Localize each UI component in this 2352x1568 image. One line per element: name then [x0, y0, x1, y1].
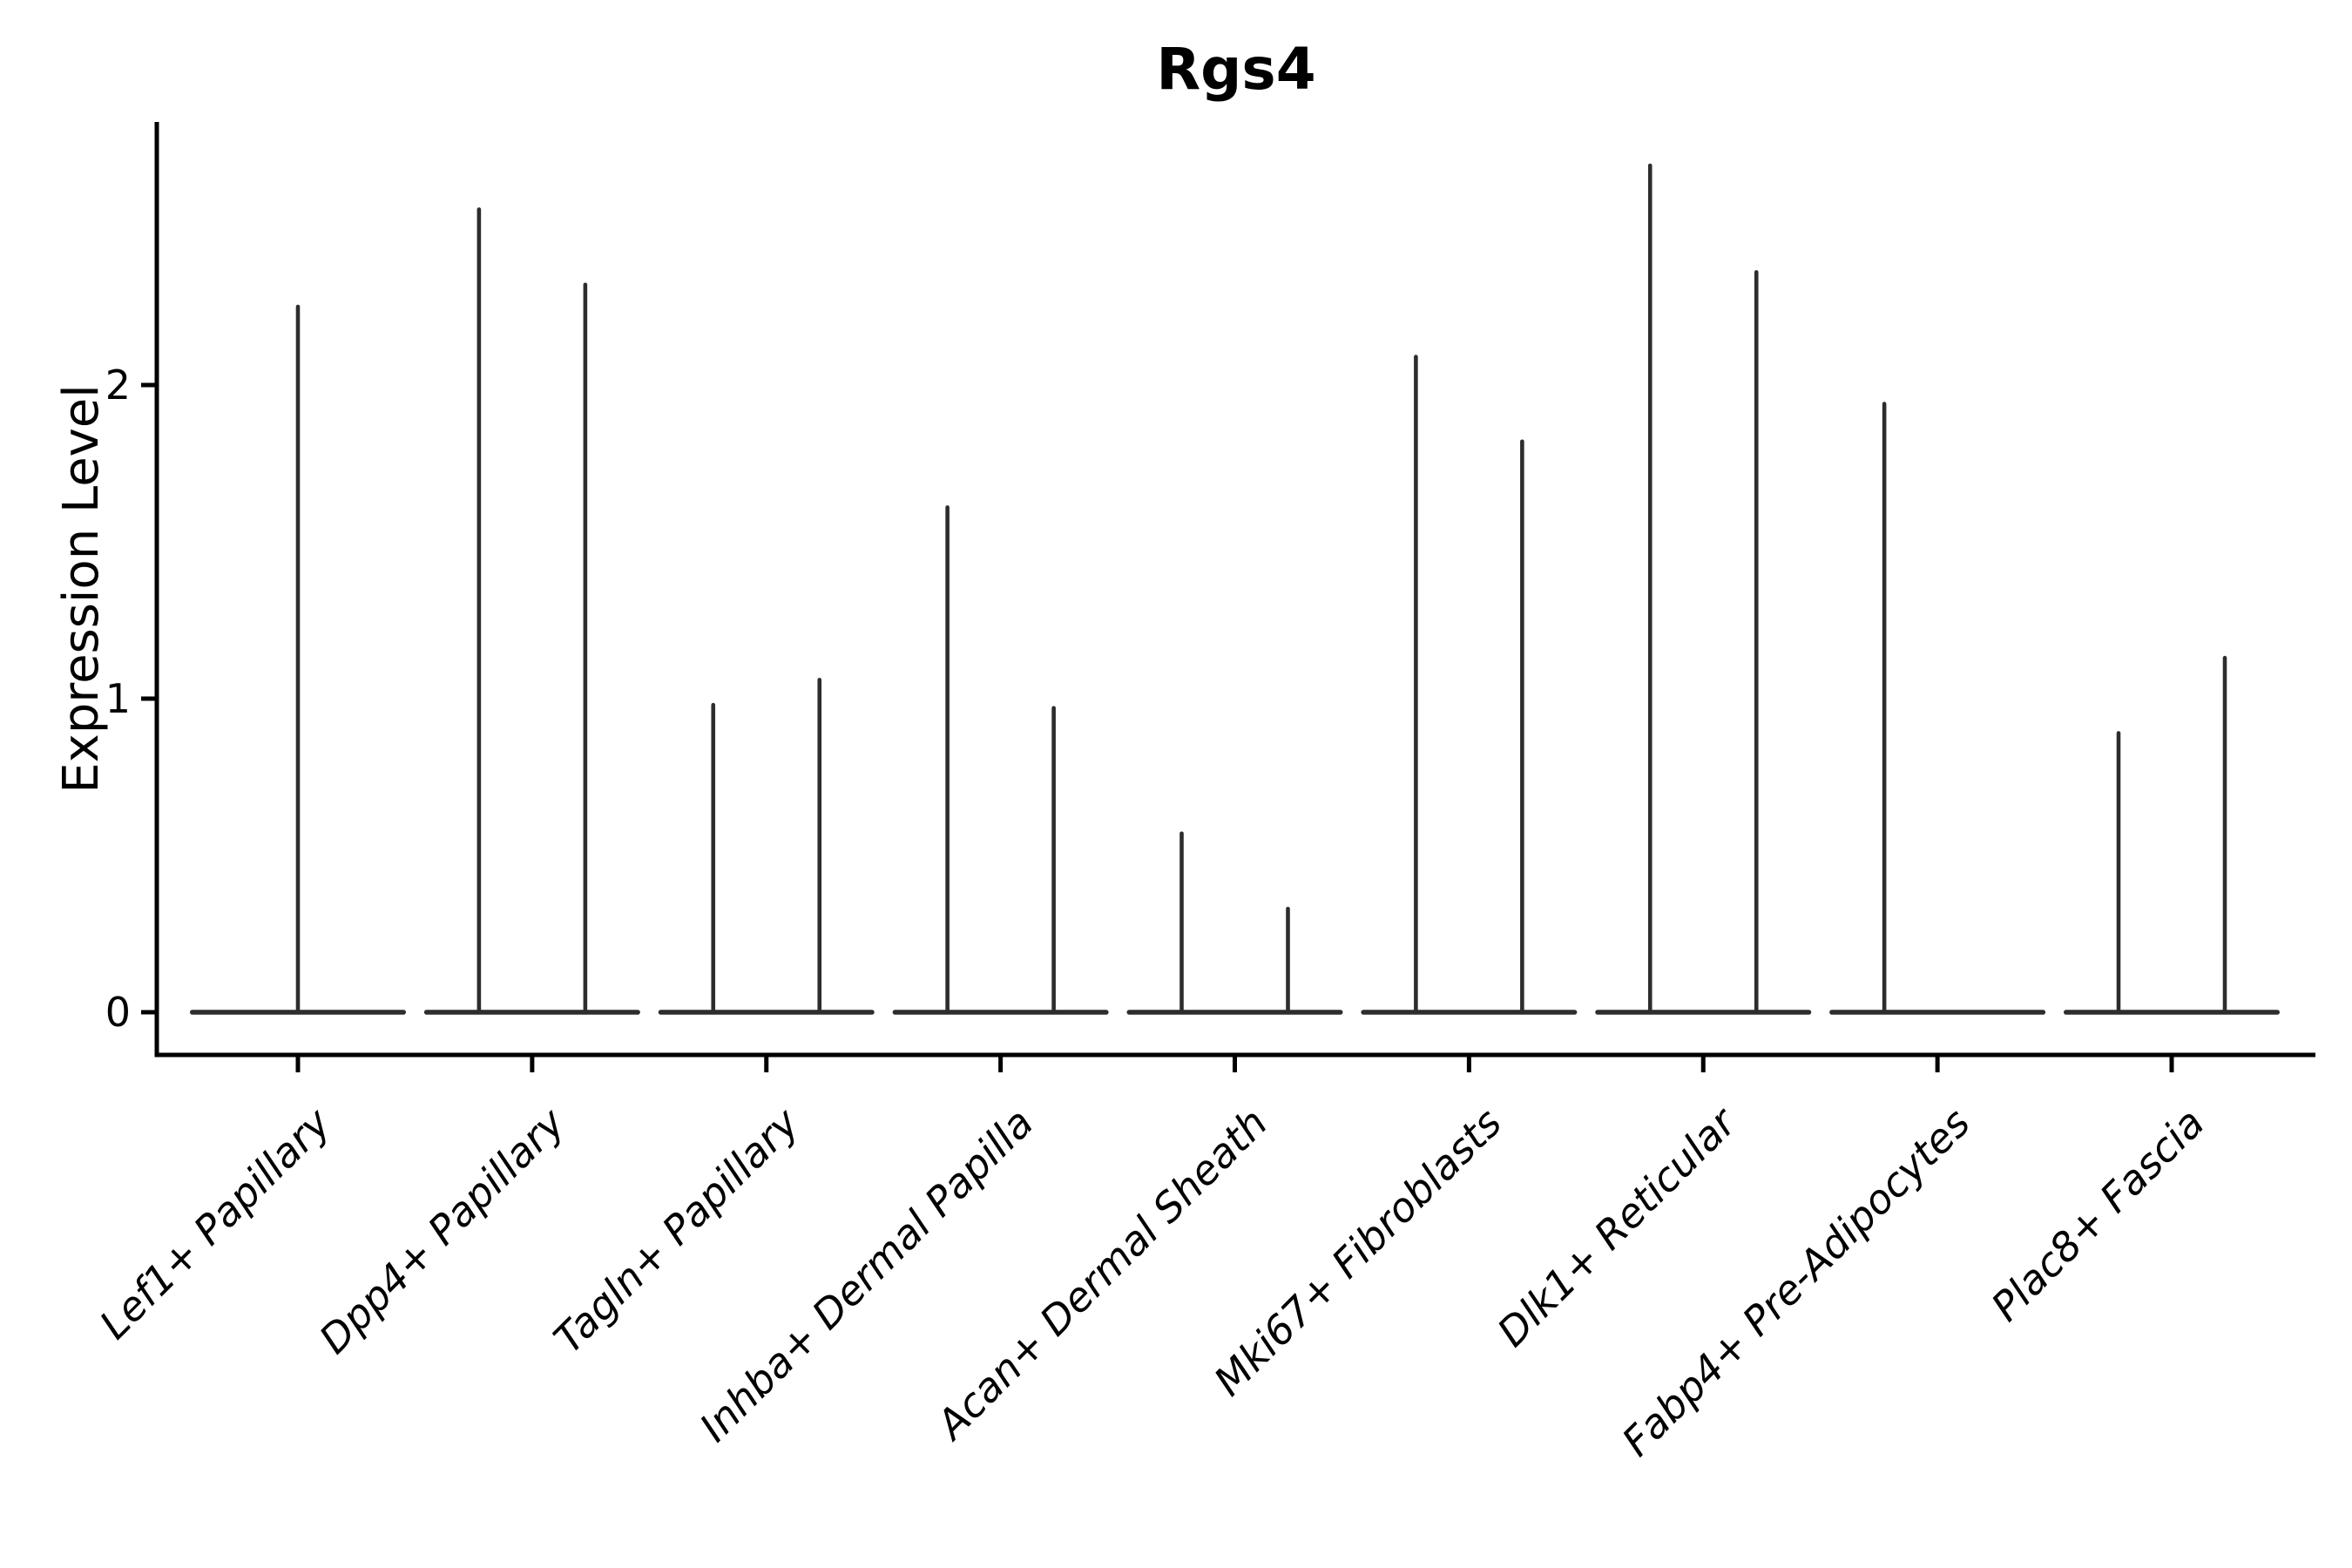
y-axis-label: Expression Level: [53, 384, 110, 794]
x-tick-label: Tagln+ Papillary: [544, 1098, 808, 1362]
y-tick-label: 1: [105, 675, 131, 722]
violin-baseline: [1361, 1010, 1578, 1015]
y-tick-label: 0: [105, 989, 131, 1036]
violin-baseline: [1829, 1010, 2046, 1015]
violin-baseline: [658, 1010, 875, 1015]
violin-baseline: [1126, 1010, 1343, 1015]
x-tick-label: Dpp4+ Papillary: [310, 1098, 574, 1362]
violin-baseline: [1595, 1010, 1812, 1015]
violin-baseline: [423, 1010, 640, 1015]
violin-baseline: [2064, 1010, 2280, 1015]
x-tick-label: Dlk1+ Reticular: [1488, 1097, 1747, 1355]
x-tick-label: Plac8+ Fascia: [1982, 1099, 2213, 1330]
violin-baseline: [892, 1010, 1109, 1015]
chart-title: Rgs4: [1156, 36, 1315, 103]
x-tick-label: Lef1+ Papillary: [91, 1098, 340, 1348]
y-tick-label: 2: [105, 362, 131, 409]
